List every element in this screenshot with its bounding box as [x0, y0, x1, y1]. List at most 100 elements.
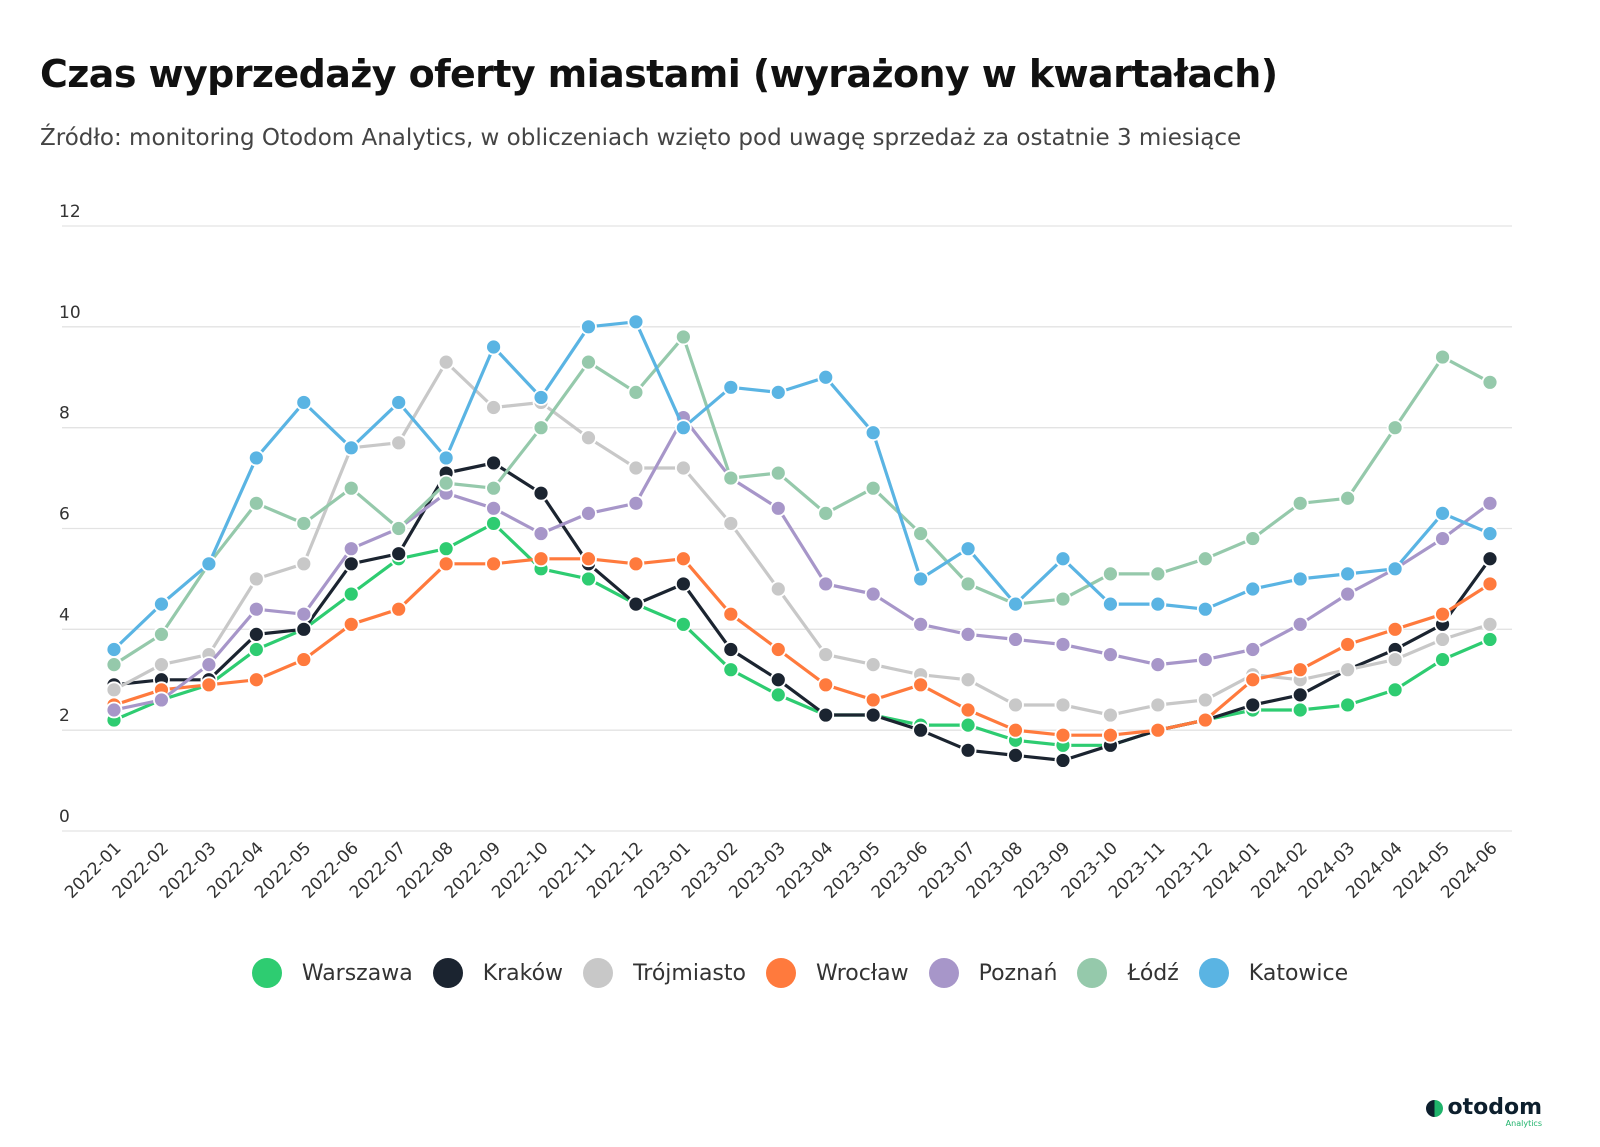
legend-label: Łódź: [1127, 960, 1179, 986]
data-point: [769, 641, 787, 658]
data-point: [247, 449, 265, 467]
data-point: [627, 595, 645, 613]
data-point: [817, 504, 835, 522]
data-point: [485, 399, 502, 416]
data-point: [1481, 550, 1499, 568]
data-point: [674, 328, 692, 346]
data-point: [1386, 560, 1404, 578]
series-line: [112, 320, 1491, 651]
data-point: [817, 575, 835, 593]
series-warszawa: [105, 515, 1499, 754]
series-line: [113, 416, 1491, 712]
data-point: [674, 459, 692, 477]
data-point: [1386, 681, 1404, 699]
data-point: [1291, 661, 1309, 679]
data-point: [817, 368, 835, 386]
data-point: [342, 540, 360, 558]
data-point: [1339, 565, 1357, 583]
data-point: [200, 555, 218, 573]
data-point: [1481, 631, 1499, 648]
data-point: [1291, 686, 1309, 704]
y-tick-label: 4: [59, 605, 70, 625]
data-point: [959, 625, 977, 643]
data-point: [437, 555, 455, 573]
data-point: [1481, 525, 1499, 542]
data-point: [1196, 550, 1214, 568]
data-point: [342, 585, 360, 603]
data-point: [105, 641, 123, 658]
series-trójmiasto: [105, 353, 1499, 724]
data-point: [580, 550, 597, 568]
data-point: [864, 424, 882, 442]
data-point: [1244, 671, 1262, 689]
data-point: [627, 313, 645, 331]
chart-title: Czas wyprzedaży oferty miastami (wyrażon…: [40, 52, 1278, 96]
data-point: [864, 656, 882, 674]
series-line: [113, 461, 1492, 763]
data-point: [580, 570, 597, 588]
data-point: [390, 434, 408, 452]
data-point: [1102, 565, 1119, 583]
data-point: [247, 671, 265, 689]
data-point: [485, 499, 502, 517]
data-point: [580, 504, 597, 522]
data-point: [627, 494, 645, 512]
data-point: [769, 464, 787, 482]
data-point: [485, 338, 502, 356]
brand-name: otodom: [1447, 1095, 1542, 1120]
data-point: [1244, 641, 1262, 658]
y-tick-label: 10: [59, 303, 81, 323]
data-point: [532, 484, 550, 502]
data-point: [1149, 565, 1167, 583]
data-point: [912, 615, 930, 633]
data-point: [959, 540, 977, 558]
data-point: [1339, 696, 1357, 714]
data-point: [1339, 585, 1357, 603]
data-point: [153, 656, 170, 674]
data-point: [1434, 504, 1451, 522]
legend-item: Łódź: [1077, 958, 1179, 988]
data-point: [1102, 646, 1119, 663]
data-point: [1386, 419, 1404, 437]
otodom-logo-icon: [1426, 1099, 1444, 1117]
legend-label: Trójmiasto: [633, 960, 746, 986]
data-point: [105, 656, 123, 674]
data-point: [247, 494, 265, 512]
data-point: [1102, 706, 1119, 724]
data-point: [722, 605, 740, 623]
data-point: [1149, 656, 1167, 674]
data-point: [769, 686, 787, 704]
data-point: [674, 615, 692, 633]
data-point: [390, 520, 408, 537]
data-point: [295, 555, 313, 573]
data-point: [295, 651, 313, 668]
data-point: [1291, 570, 1309, 588]
series-katowice: [105, 313, 1499, 658]
data-point: [342, 479, 360, 497]
data-point: [1481, 575, 1499, 593]
legend-label: Poznań: [978, 960, 1058, 986]
data-point: [485, 479, 502, 497]
data-point: [1434, 651, 1451, 668]
data-point: [342, 439, 360, 457]
y-tick-label: 12: [59, 202, 81, 222]
data-point: [247, 600, 265, 618]
data-point: [437, 474, 455, 492]
data-point: [1007, 746, 1024, 764]
data-point: [153, 691, 170, 709]
chart-legend: Warszawa Kraków Trójmiasto Wrocław Poznań Łód…: [0, 958, 1600, 988]
legend-item: Poznań: [928, 958, 1058, 988]
data-point: [1007, 631, 1024, 648]
data-point: [912, 676, 930, 694]
legend-swatch: [1198, 958, 1229, 988]
data-point: [864, 691, 882, 709]
data-point: [1196, 711, 1214, 729]
data-point: [627, 383, 645, 401]
data-point: [485, 454, 502, 472]
data-point: [864, 706, 882, 724]
series-line: [113, 360, 1491, 717]
data-point: [200, 676, 218, 694]
data-point: [1244, 696, 1262, 714]
data-point: [1244, 580, 1262, 598]
legend-label: Katowice: [1248, 960, 1349, 986]
